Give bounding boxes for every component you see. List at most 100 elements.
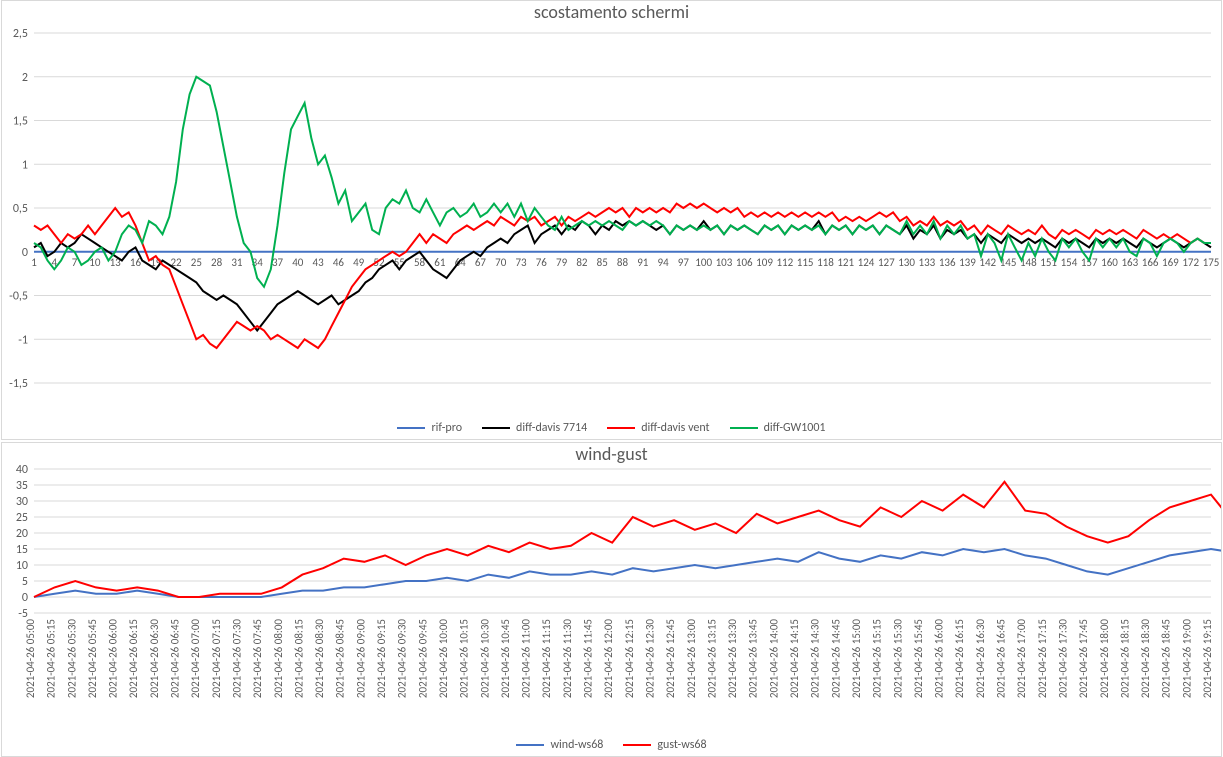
svg-text:2021-04-26 15:30: 2021-04-26 15:30 [891,619,904,698]
svg-text:82: 82 [576,256,588,269]
svg-text:2021-04-26 13:15: 2021-04-26 13:15 [705,619,718,698]
svg-text:2021-04-26 11:15: 2021-04-26 11:15 [540,619,553,698]
svg-text:163: 163 [1121,256,1138,269]
svg-text:2021-04-26 14:00: 2021-04-26 14:00 [767,619,780,698]
svg-text:2021-04-26 14:45: 2021-04-26 14:45 [829,619,842,698]
svg-text:121: 121 [837,256,854,269]
svg-text:139: 139 [959,256,976,269]
svg-text:97: 97 [678,256,690,269]
svg-text:46: 46 [333,256,345,269]
svg-text:2021-04-26 18:00: 2021-04-26 18:00 [1098,619,1111,698]
svg-text:2021-04-26 08:15: 2021-04-26 08:15 [292,619,305,698]
chart1-plot: -1,5-1-0,500,511,522,5147101316192225283… [2,23,1221,403]
svg-text:2021-04-26 19:00: 2021-04-26 19:00 [1180,619,1193,698]
svg-text:2021-04-26 15:15: 2021-04-26 15:15 [871,619,884,698]
svg-text:106: 106 [736,256,753,269]
svg-text:88: 88 [617,256,629,269]
svg-text:1: 1 [31,256,37,269]
chart2-title: wind-gust [2,443,1221,465]
svg-text:133: 133 [919,256,936,269]
svg-text:2021-04-26 09:30: 2021-04-26 09:30 [396,619,409,698]
svg-text:1: 1 [22,158,28,172]
svg-text:2021-04-26 17:45: 2021-04-26 17:45 [1077,619,1090,698]
svg-text:2021-04-26 12:30: 2021-04-26 12:30 [643,619,656,698]
svg-text:85: 85 [597,256,608,269]
svg-text:2021-04-26 13:00: 2021-04-26 13:00 [685,619,698,698]
svg-text:175: 175 [1203,256,1220,269]
svg-text:2021-04-26 08:00: 2021-04-26 08:00 [272,619,285,698]
svg-text:40: 40 [292,256,304,269]
svg-text:2021-04-26 08:45: 2021-04-26 08:45 [334,619,347,698]
svg-text:2021-04-26 05:00: 2021-04-26 05:00 [24,619,37,698]
svg-text:25: 25 [16,511,28,525]
svg-text:2021-04-26 10:30: 2021-04-26 10:30 [478,619,491,698]
svg-text:2021-04-26 13:30: 2021-04-26 13:30 [726,619,739,698]
legend-item: gust-ws68 [623,738,706,752]
svg-text:43: 43 [313,256,325,269]
svg-text:-0,5: -0,5 [9,290,28,304]
svg-text:25: 25 [191,256,202,269]
svg-text:160: 160 [1101,256,1118,269]
svg-text:142: 142 [979,256,996,269]
svg-text:2021-04-26 08:30: 2021-04-26 08:30 [313,619,326,698]
chart1-legend: rif-prodiff-davis 7714diff-davis ventdif… [2,421,1221,435]
svg-text:2,5: 2,5 [13,27,28,41]
svg-text:28: 28 [211,256,223,269]
legend-item: rif-pro [397,421,462,435]
svg-text:2021-04-26 18:15: 2021-04-26 18:15 [1118,619,1131,698]
svg-text:124: 124 [858,256,875,269]
svg-text:0,5: 0,5 [13,202,28,216]
svg-text:2021-04-26 10:00: 2021-04-26 10:00 [437,619,450,698]
svg-text:1,5: 1,5 [13,115,28,129]
svg-text:2021-04-26 07:30: 2021-04-26 07:30 [230,619,243,698]
svg-text:2021-04-26 14:15: 2021-04-26 14:15 [788,619,801,698]
svg-text:76: 76 [536,256,548,269]
svg-text:109: 109 [756,256,773,269]
svg-text:2021-04-26 07:15: 2021-04-26 07:15 [210,619,223,698]
svg-text:70: 70 [495,256,507,269]
svg-text:2021-04-26 17:30: 2021-04-26 17:30 [1056,619,1069,698]
svg-text:0: 0 [22,246,28,260]
svg-text:2021-04-26 10:15: 2021-04-26 10:15 [458,619,471,698]
svg-text:2: 2 [22,71,28,85]
svg-text:112: 112 [776,256,793,269]
svg-text:61: 61 [434,256,446,269]
svg-text:2021-04-26 13:45: 2021-04-26 13:45 [747,619,760,698]
svg-text:2021-04-26 17:00: 2021-04-26 17:00 [1015,619,1028,698]
svg-text:2021-04-26 05:45: 2021-04-26 05:45 [86,619,99,698]
svg-text:169: 169 [1162,256,1179,269]
svg-text:79: 79 [556,256,568,269]
svg-text:2021-04-26 06:45: 2021-04-26 06:45 [169,619,182,698]
svg-text:2021-04-26 06:30: 2021-04-26 06:30 [148,619,161,698]
svg-text:2021-04-26 11:45: 2021-04-26 11:45 [582,619,595,698]
svg-text:20: 20 [16,527,28,541]
svg-text:2021-04-26 09:15: 2021-04-26 09:15 [375,619,388,698]
svg-text:2021-04-26 18:30: 2021-04-26 18:30 [1139,619,1152,698]
svg-text:2021-04-26 06:15: 2021-04-26 06:15 [127,619,140,698]
svg-text:2021-04-26 16:45: 2021-04-26 16:45 [995,619,1008,698]
svg-text:100: 100 [695,256,712,269]
svg-text:-1,5: -1,5 [9,377,28,391]
svg-text:94: 94 [658,256,670,269]
svg-text:5: 5 [22,575,28,589]
svg-text:2021-04-26 05:15: 2021-04-26 05:15 [45,619,58,698]
svg-text:30: 30 [16,495,28,509]
svg-text:10: 10 [16,559,28,573]
svg-text:2021-04-26 12:00: 2021-04-26 12:00 [602,619,615,698]
svg-text:2021-04-26 15:00: 2021-04-26 15:00 [850,619,863,698]
svg-text:37: 37 [272,256,284,269]
svg-text:67: 67 [475,256,487,269]
svg-text:136: 136 [939,256,956,269]
svg-text:2021-04-26 12:15: 2021-04-26 12:15 [623,619,636,698]
svg-text:91: 91 [637,256,649,269]
chart1-title: scostamento schermi [2,1,1221,23]
svg-text:35: 35 [16,479,28,493]
svg-text:103: 103 [716,256,733,269]
svg-text:31: 31 [231,256,243,269]
svg-text:2021-04-26 11:00: 2021-04-26 11:00 [520,619,533,698]
svg-text:172: 172 [1182,256,1199,269]
svg-text:2021-04-26 10:45: 2021-04-26 10:45 [499,619,512,698]
svg-text:2021-04-26 12:45: 2021-04-26 12:45 [664,619,677,698]
chart-scostamento: scostamento schermi -1,5-1-0,500,511,522… [1,0,1222,440]
legend-item: wind-ws68 [516,738,603,752]
